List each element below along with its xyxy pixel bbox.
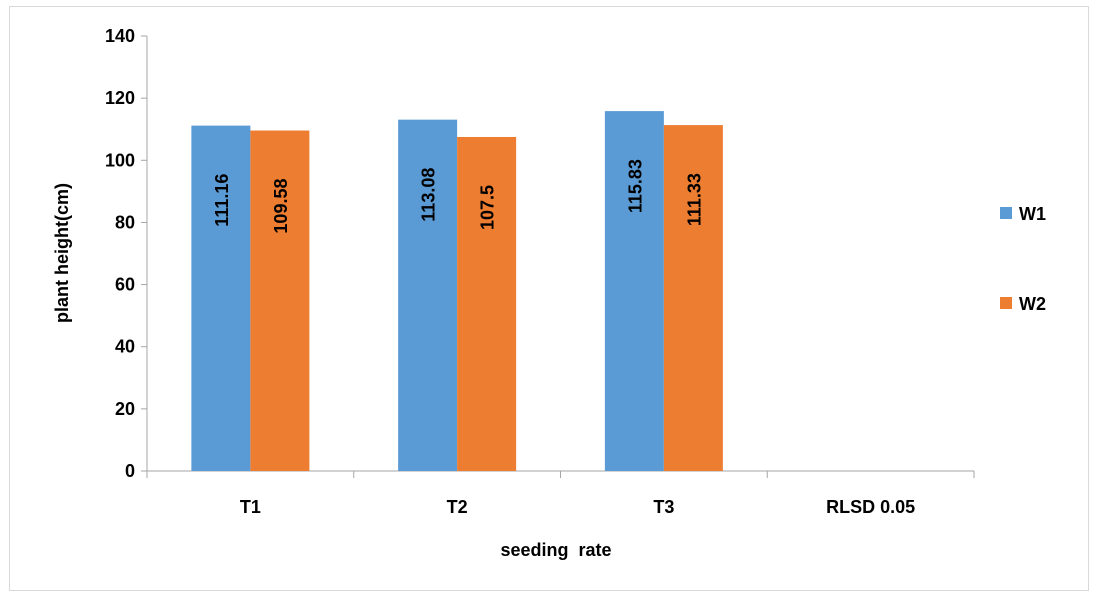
y-tick-label: 0 xyxy=(125,461,135,481)
x-tick-label: RLSD 0.05 xyxy=(826,497,915,517)
data-label: 109.58 xyxy=(271,179,291,234)
bar-w2 xyxy=(663,125,723,471)
y-axis: 0 20 40 60 80 100 120 140 xyxy=(105,26,148,481)
legend-swatch-w2 xyxy=(1000,297,1012,309)
legend-label-w2: W2 xyxy=(1019,294,1046,314)
legend-swatch-w1 xyxy=(1000,207,1012,219)
x-tick-label: T2 xyxy=(447,497,468,517)
x-tick-label: T3 xyxy=(653,497,674,517)
y-tick-label: 20 xyxy=(115,399,135,419)
data-label: 107.5 xyxy=(478,185,498,230)
chart-frame xyxy=(9,6,1089,591)
y-tick-label: 140 xyxy=(105,26,135,46)
y-tick-label: 40 xyxy=(115,337,135,357)
data-label: 111.33 xyxy=(684,173,704,226)
y-tick-label: 60 xyxy=(115,275,135,295)
x-tick-label: T1 xyxy=(240,497,261,517)
data-label: 113.08 xyxy=(419,168,439,222)
bar-w2 xyxy=(250,130,310,471)
data-label: 111.16 xyxy=(212,174,232,227)
bar-w1 xyxy=(398,119,458,471)
bar-w1 xyxy=(604,111,664,471)
legend-label-w1: W1 xyxy=(1019,204,1046,224)
bars xyxy=(191,111,723,472)
bar-w1 xyxy=(191,125,251,472)
y-tick-label: 100 xyxy=(105,150,135,170)
y-tick-label: 120 xyxy=(105,88,135,108)
legend: W1 W2 xyxy=(1000,204,1046,314)
x-axis: T1 T2 T3 RLSD 0.05 xyxy=(146,470,975,517)
bar-w2 xyxy=(457,136,517,471)
data-label: 115.83 xyxy=(625,159,645,213)
x-axis-title: seeding rate xyxy=(500,540,611,560)
data-labels: 111.16 113.08 115.83 109.58 107.5 111.33 xyxy=(212,159,705,233)
y-tick-label: 80 xyxy=(115,212,135,232)
y-axis-title: plant height(cm) xyxy=(52,183,72,323)
